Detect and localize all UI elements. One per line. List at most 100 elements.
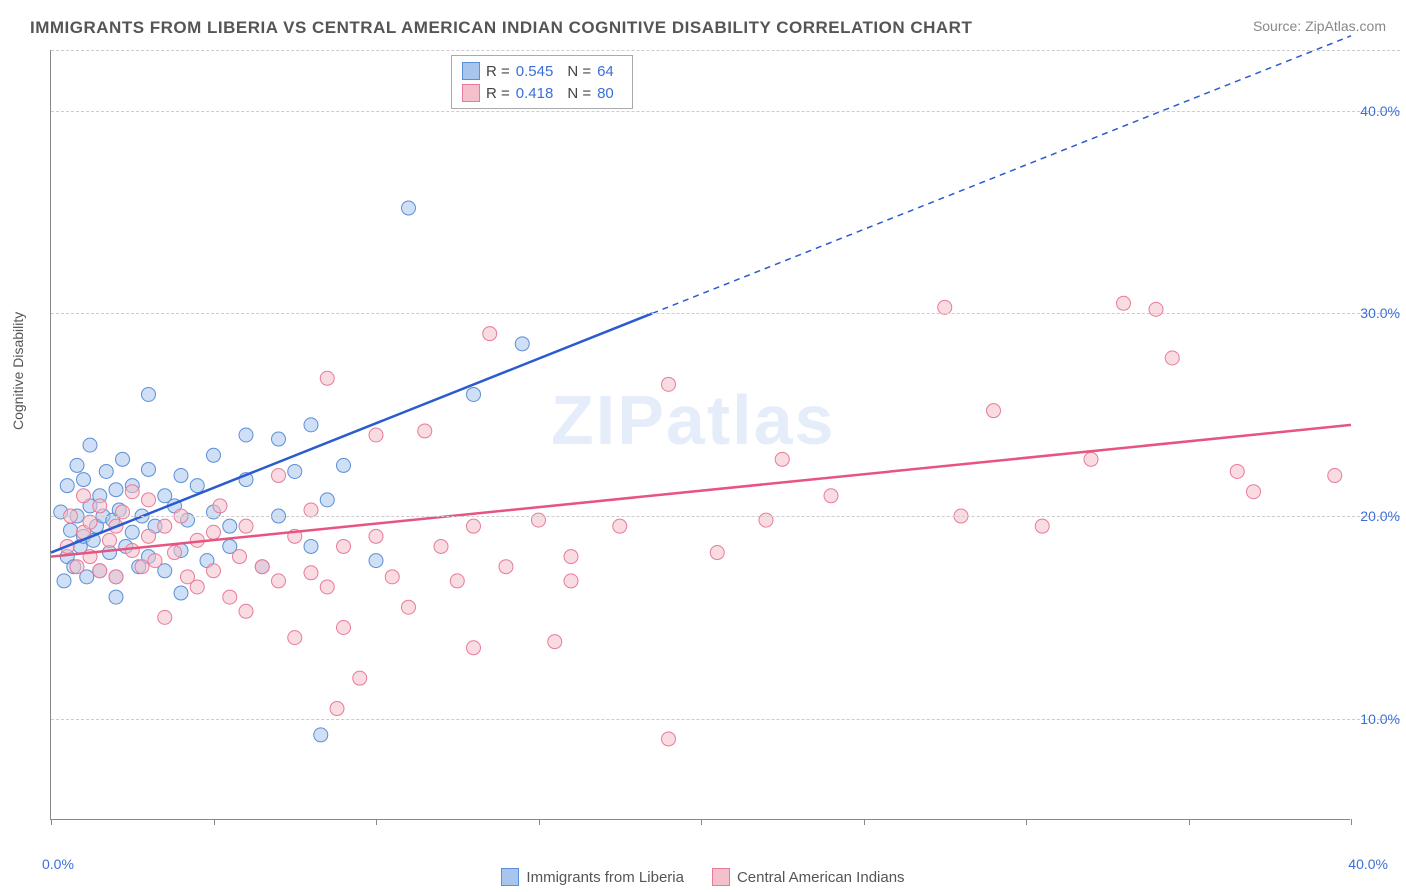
gridline-h (51, 516, 1400, 517)
trend-line (51, 425, 1351, 557)
chart-title: IMMIGRANTS FROM LIBERIA VS CENTRAL AMERI… (30, 18, 972, 38)
data-point (320, 493, 334, 507)
data-point (450, 574, 464, 588)
data-point (467, 641, 481, 655)
legend-label-2: Central American Indians (737, 869, 905, 886)
data-point (109, 590, 123, 604)
data-point (64, 523, 78, 537)
data-point (337, 458, 351, 472)
data-point (272, 432, 286, 446)
data-point (337, 539, 351, 553)
data-point (369, 554, 383, 568)
data-point (304, 539, 318, 553)
data-point (70, 560, 84, 574)
data-point (109, 483, 123, 497)
data-point (320, 371, 334, 385)
x-tick (51, 819, 52, 825)
data-point (83, 515, 97, 529)
gridline-h (51, 719, 1400, 720)
data-point (272, 574, 286, 588)
data-point (938, 300, 952, 314)
data-point (434, 539, 448, 553)
data-point (142, 462, 156, 476)
data-point (662, 732, 676, 746)
data-point (272, 469, 286, 483)
data-point (158, 610, 172, 624)
data-point (824, 489, 838, 503)
data-point (369, 428, 383, 442)
x-tick (539, 819, 540, 825)
data-point (304, 566, 318, 580)
gridline-h (51, 111, 1400, 112)
data-point (255, 560, 269, 574)
data-point (168, 546, 182, 560)
data-point (402, 600, 416, 614)
data-point (710, 546, 724, 560)
data-point (330, 702, 344, 716)
data-point (987, 404, 1001, 418)
data-point (190, 479, 204, 493)
plot-area: ZIPatlas R = 0.545 N = 64 R = 0.418 N = … (50, 50, 1350, 820)
gridline-h (51, 50, 1400, 51)
data-point (57, 574, 71, 588)
data-point (77, 473, 91, 487)
data-point (337, 621, 351, 635)
data-point (223, 519, 237, 533)
chart-svg (51, 50, 1350, 819)
data-point (213, 499, 227, 513)
x-tick (376, 819, 377, 825)
data-point (174, 586, 188, 600)
data-point (93, 564, 107, 578)
data-point (190, 580, 204, 594)
legend-item-1: Immigrants from Liberia (501, 868, 684, 886)
data-point (125, 544, 139, 558)
legend-item-2: Central American Indians (712, 868, 905, 886)
data-point (233, 550, 247, 564)
data-point (1230, 464, 1244, 478)
data-point (402, 201, 416, 215)
data-point (207, 525, 221, 539)
data-point (239, 604, 253, 618)
data-point (288, 464, 302, 478)
data-point (148, 554, 162, 568)
data-point (239, 519, 253, 533)
data-point (135, 560, 149, 574)
data-point (207, 448, 221, 462)
x-tick (1189, 819, 1190, 825)
data-point (369, 529, 383, 543)
x-tick (1351, 819, 1352, 825)
data-point (418, 424, 432, 438)
data-point (613, 519, 627, 533)
y-axis-label: Cognitive Disability (10, 312, 26, 430)
data-point (662, 377, 676, 391)
data-point (314, 728, 328, 742)
data-point (1117, 296, 1131, 310)
source-label: Source: ZipAtlas.com (1253, 18, 1386, 34)
data-point (239, 428, 253, 442)
x-tick (864, 819, 865, 825)
trend-line-dashed (652, 36, 1351, 314)
data-point (142, 529, 156, 543)
data-point (304, 503, 318, 517)
x-tick (214, 819, 215, 825)
data-point (548, 635, 562, 649)
data-point (288, 631, 302, 645)
data-point (1084, 452, 1098, 466)
data-point (564, 550, 578, 564)
data-point (207, 564, 221, 578)
x-tick (1026, 819, 1027, 825)
data-point (77, 489, 91, 503)
data-point (483, 327, 497, 341)
y-tick-label: 40.0% (1352, 103, 1400, 119)
data-point (1165, 351, 1179, 365)
data-point (1035, 519, 1049, 533)
y-tick-label: 20.0% (1352, 508, 1400, 524)
data-point (1328, 469, 1342, 483)
data-point (320, 580, 334, 594)
data-point (125, 485, 139, 499)
data-point (125, 525, 139, 539)
y-tick-label: 30.0% (1352, 305, 1400, 321)
y-tick-label: 10.0% (1352, 711, 1400, 727)
data-point (1247, 485, 1261, 499)
data-point (353, 671, 367, 685)
